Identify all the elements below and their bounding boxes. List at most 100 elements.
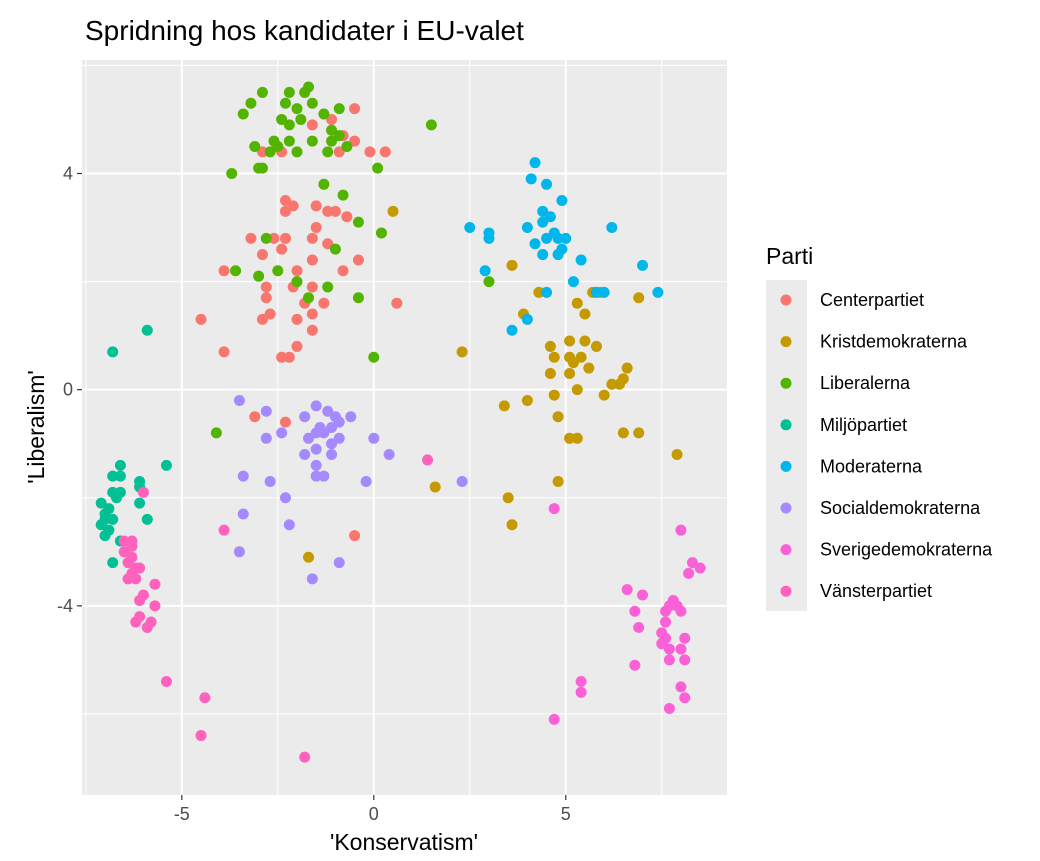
data-point	[349, 530, 361, 542]
data-point	[333, 557, 345, 569]
data-point	[456, 346, 468, 358]
data-point	[564, 367, 576, 379]
data-point	[529, 238, 541, 250]
y-tick-label: 0	[63, 380, 73, 400]
data-point	[541, 286, 553, 298]
data-point	[333, 130, 345, 142]
data-point	[303, 81, 315, 93]
data-point	[590, 340, 602, 352]
data-point	[326, 438, 338, 450]
legend-label: Vänsterpartiet	[820, 581, 932, 601]
data-point	[291, 146, 303, 158]
legend-label: Socialdemokraterna	[820, 498, 981, 518]
data-point	[583, 362, 595, 374]
data-point	[560, 232, 572, 244]
legend-label: Miljöpartiet	[820, 415, 907, 435]
data-point	[629, 659, 641, 671]
x-axis-ticks: -5 0 5	[174, 795, 571, 824]
data-point	[318, 297, 330, 309]
data-point	[303, 551, 315, 563]
legend-key	[780, 294, 792, 306]
data-point	[233, 546, 245, 558]
data-point	[521, 394, 533, 406]
data-point	[149, 600, 161, 612]
data-point	[226, 167, 238, 179]
data-point	[283, 351, 295, 363]
data-point	[479, 265, 491, 277]
data-point	[134, 497, 146, 509]
data-point	[249, 140, 261, 152]
data-point	[456, 476, 468, 488]
data-point	[633, 292, 645, 304]
data-point	[541, 232, 553, 244]
data-point	[329, 205, 341, 217]
data-point	[318, 470, 330, 482]
data-point	[329, 243, 341, 255]
data-point	[237, 470, 249, 482]
data-point	[322, 238, 334, 250]
data-point	[264, 308, 276, 320]
data-point	[364, 146, 376, 158]
legend-title: Parti	[766, 243, 813, 269]
data-point	[345, 411, 357, 423]
data-point	[256, 162, 268, 174]
data-point	[606, 222, 618, 234]
data-point	[287, 200, 299, 212]
data-point	[422, 454, 434, 466]
legend-key	[780, 460, 792, 472]
data-points	[95, 81, 706, 763]
data-point	[571, 297, 583, 309]
data-point	[571, 432, 583, 444]
legend-items: Centerpartiet Kristdemokraterna Liberalern…	[780, 290, 993, 601]
data-point	[483, 276, 495, 288]
data-point	[352, 216, 364, 228]
data-point	[579, 308, 591, 320]
data-point	[552, 232, 564, 244]
data-point	[368, 432, 380, 444]
data-point	[276, 243, 288, 255]
data-point	[318, 108, 330, 120]
data-point	[299, 449, 311, 461]
data-point	[333, 416, 345, 428]
data-point	[556, 195, 568, 207]
minor-gridlines	[82, 60, 727, 795]
data-point	[675, 524, 687, 536]
data-point	[306, 254, 318, 266]
data-point	[279, 195, 291, 207]
data-point	[671, 449, 683, 461]
data-point	[537, 216, 549, 228]
data-point	[111, 492, 123, 504]
data-point	[579, 335, 591, 347]
data-point	[464, 222, 476, 234]
data-point	[310, 427, 322, 439]
data-point	[276, 113, 288, 125]
data-point	[283, 86, 295, 98]
data-point	[387, 205, 399, 217]
data-point	[567, 357, 579, 369]
data-point	[291, 103, 303, 115]
data-point	[341, 140, 353, 152]
x-tick-label: 0	[369, 804, 379, 824]
data-point	[637, 259, 649, 271]
data-point	[349, 135, 361, 147]
data-point	[322, 146, 334, 158]
data-point	[326, 135, 338, 147]
data-point	[686, 557, 698, 569]
data-point	[525, 173, 537, 185]
data-point	[134, 594, 146, 606]
data-point	[349, 103, 361, 115]
data-point	[633, 427, 645, 439]
data-point	[299, 411, 311, 423]
data-point	[256, 86, 268, 98]
legend-label: Centerpartiet	[820, 290, 924, 310]
data-point	[107, 513, 119, 525]
legend-label: Sverigedemokraterna	[820, 540, 993, 560]
data-point	[303, 432, 315, 444]
data-point	[425, 119, 437, 131]
data-point	[326, 124, 338, 136]
data-point	[130, 573, 142, 585]
data-point	[694, 562, 706, 574]
data-point	[679, 632, 691, 644]
legend-key	[780, 419, 792, 431]
data-point	[134, 562, 146, 574]
